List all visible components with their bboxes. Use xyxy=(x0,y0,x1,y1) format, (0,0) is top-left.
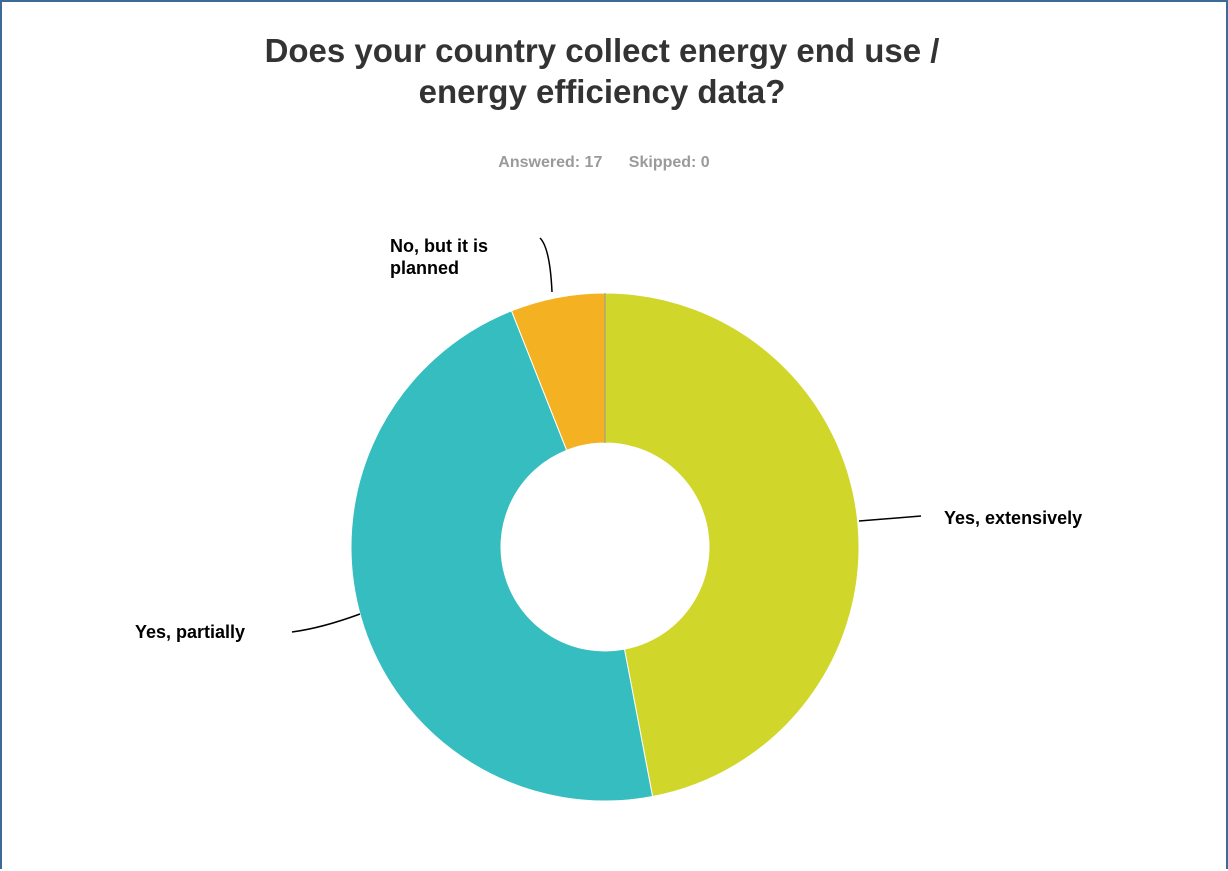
response-stats: Answered: 17 Skipped: 0 xyxy=(2,154,1206,172)
slice-leader-line xyxy=(291,613,361,633)
slice-leader-line xyxy=(539,237,553,293)
slice-label: Yes, partially xyxy=(135,622,245,642)
slice-label-line: Yes, extensively xyxy=(944,508,1082,528)
slice-label-line: planned xyxy=(390,258,459,278)
slice-leader-line xyxy=(858,515,922,522)
skipped-count: Skipped: 0 xyxy=(628,154,710,171)
chart-title-line-1: Does your country collect energy end use… xyxy=(264,32,940,69)
slice-label: Yes, extensively xyxy=(944,508,1082,528)
chart-title: Does your country collect energy end use… xyxy=(152,30,1052,112)
slice-label-line: Yes, partially xyxy=(135,622,245,642)
slice-label-line: No, but it is xyxy=(390,236,488,256)
chart-title-line-2: energy efficiency data? xyxy=(418,73,786,110)
donut-slice xyxy=(350,310,654,802)
slice-label: No, but it is planned xyxy=(390,236,488,278)
donut-slice xyxy=(604,292,860,798)
answered-count: Answered: 17 xyxy=(498,154,603,171)
